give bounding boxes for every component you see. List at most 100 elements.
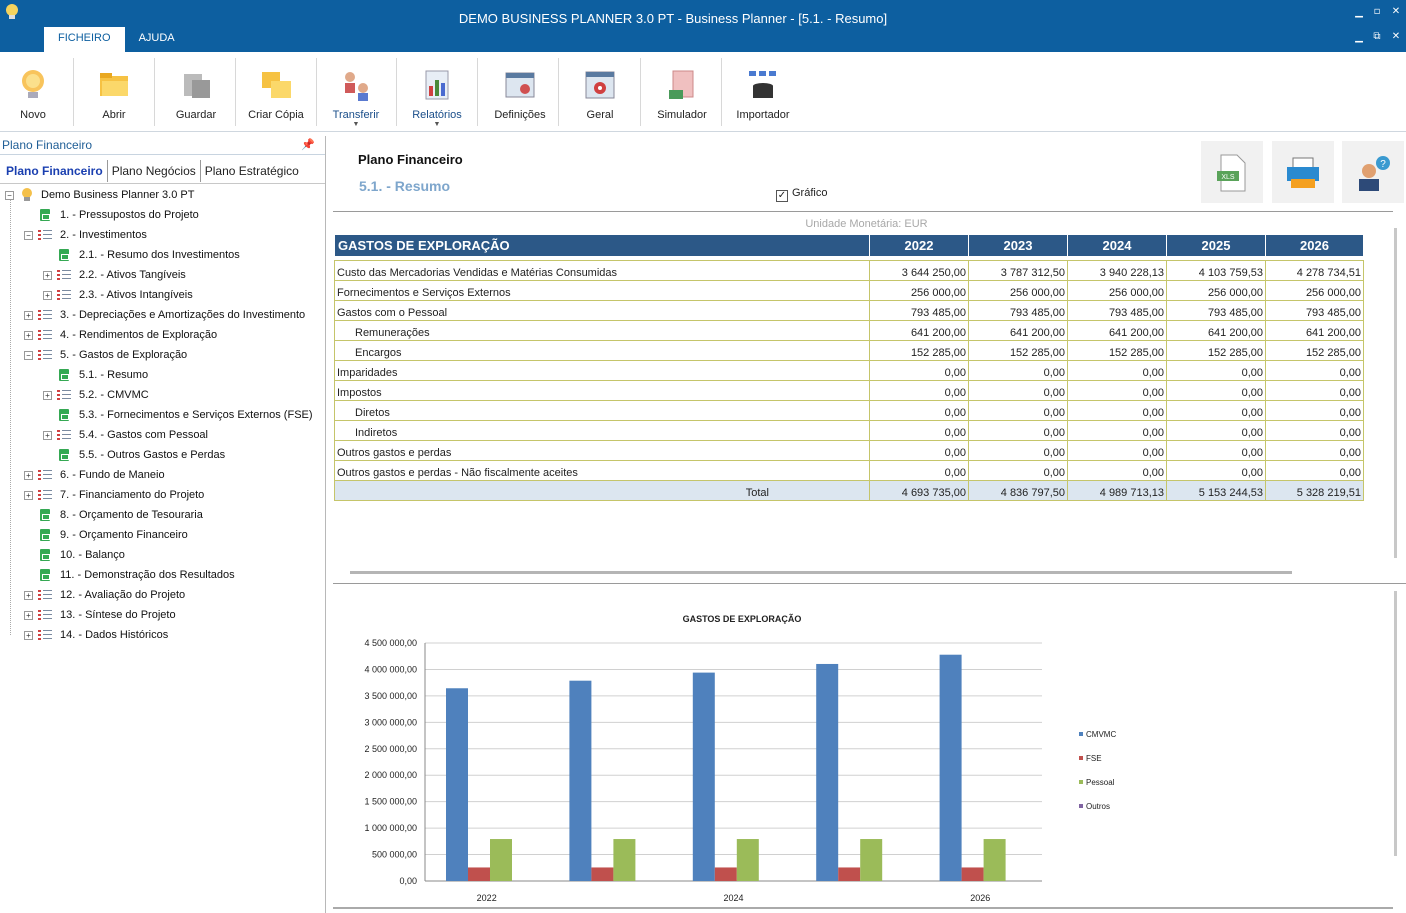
tree-item[interactable]: +4. - Rendimentos de Exploração — [0, 326, 325, 344]
value-cell[interactable]: 0,00 — [869, 440, 969, 461]
value-cell[interactable]: 152 285,00 — [1265, 340, 1364, 361]
novo-button[interactable]: Novo — [8, 56, 58, 130]
value-cell[interactable]: 793 485,00 — [968, 300, 1068, 321]
child-close-icon[interactable]: ✕ — [1391, 31, 1401, 42]
minimize-icon[interactable]: ▁ — [1355, 7, 1363, 18]
value-cell[interactable]: 152 285,00 — [1166, 340, 1266, 361]
value-cell[interactable]: 0,00 — [1166, 400, 1266, 421]
grafico-checkbox[interactable]: ✓ Gráfico — [776, 187, 828, 202]
relatorios-button[interactable]: Relatórios ▼ — [406, 56, 468, 130]
value-cell[interactable]: 256 000,00 — [869, 280, 969, 301]
value-cell[interactable]: 0,00 — [1166, 440, 1266, 461]
value-cell[interactable]: 0,00 — [1067, 420, 1167, 441]
value-cell[interactable]: 641 200,00 — [1166, 320, 1266, 341]
tree-item[interactable]: 11. - Demonstração dos Resultados — [0, 566, 325, 584]
value-cell[interactable]: 0,00 — [869, 400, 969, 421]
tree-item[interactable]: +12. - Avaliação do Projeto — [0, 586, 325, 604]
abrir-button[interactable]: Abrir — [88, 56, 140, 130]
pin-icon[interactable]: 📌 — [301, 139, 315, 151]
value-cell[interactable]: 0,00 — [1265, 400, 1364, 421]
value-cell[interactable]: 0,00 — [968, 360, 1068, 381]
close-icon[interactable]: ✕ — [1391, 6, 1401, 17]
table-vertical-scrollbar[interactable] — [1394, 228, 1397, 558]
expand-icon[interactable]: + — [43, 271, 52, 280]
value-cell[interactable]: 3 940 228,13 — [1067, 260, 1167, 281]
value-cell[interactable]: 793 485,00 — [1265, 300, 1364, 321]
value-cell[interactable]: 0,00 — [1265, 360, 1364, 381]
child-minimize-icon[interactable]: ▁ — [1355, 32, 1363, 43]
expand-icon[interactable]: + — [43, 431, 52, 440]
value-cell[interactable]: 0,00 — [1166, 380, 1266, 401]
table-horizontal-scrollbar[interactable] — [350, 571, 1292, 574]
tab-plano-financeiro[interactable]: Plano Financeiro — [2, 160, 108, 182]
tree-item[interactable]: +13. - Síntese do Projeto — [0, 606, 325, 624]
tree-item[interactable]: +5.4. - Gastos com Pessoal — [0, 426, 325, 444]
tree-item[interactable]: − 2. - Investimentos — [0, 226, 325, 244]
tree-item[interactable]: +3. - Depreciações e Amortizações do Inv… — [0, 306, 325, 324]
value-cell[interactable]: 0,00 — [968, 440, 1068, 461]
transferir-button[interactable]: Transferir ▼ — [326, 56, 386, 130]
value-cell[interactable]: 0,00 — [968, 400, 1068, 421]
value-cell[interactable]: 152 285,00 — [869, 340, 969, 361]
value-cell[interactable]: 256 000,00 — [1265, 280, 1364, 301]
value-cell[interactable]: 0,00 — [1067, 440, 1167, 461]
value-cell[interactable]: 0,00 — [1265, 380, 1364, 401]
value-cell[interactable]: 152 285,00 — [1067, 340, 1167, 361]
tree-item[interactable]: +6. - Fundo de Maneio — [0, 466, 325, 484]
tree-item[interactable]: 5.5. - Outros Gastos e Perdas — [0, 446, 325, 464]
definicoes-button[interactable]: Definições — [488, 56, 552, 130]
maximize-icon[interactable]: ▫ — [1373, 6, 1381, 17]
tree-item[interactable]: 8. - Orçamento de Tesouraria — [0, 506, 325, 524]
tab-ficheiro[interactable]: FICHEIRO — [44, 27, 125, 52]
tree-item[interactable]: +5.2. - CMVMC — [0, 386, 325, 404]
help-button[interactable]: ? — [1342, 141, 1404, 203]
collapse-icon[interactable]: − — [24, 231, 33, 240]
tree-item[interactable]: 10. - Balanço — [0, 546, 325, 564]
importador-button[interactable]: Importador — [730, 56, 796, 130]
expand-icon[interactable]: + — [24, 471, 33, 480]
value-cell[interactable]: 0,00 — [1067, 400, 1167, 421]
value-cell[interactable]: 0,00 — [1067, 360, 1167, 381]
expand-icon[interactable]: + — [43, 391, 52, 400]
expand-icon[interactable]: + — [24, 631, 33, 640]
tree-item[interactable]: 5.3. - Fornecimentos e Serviços Externos… — [0, 406, 325, 424]
value-cell[interactable]: 256 000,00 — [968, 280, 1068, 301]
value-cell[interactable]: 793 485,00 — [1166, 300, 1266, 321]
value-cell[interactable]: 0,00 — [1166, 420, 1266, 441]
value-cell[interactable]: 0,00 — [1265, 460, 1364, 481]
tree-item[interactable]: − Demo Business Planner 3.0 PT — [0, 186, 325, 204]
value-cell[interactable]: 0,00 — [869, 360, 969, 381]
value-cell[interactable]: 0,00 — [1166, 360, 1266, 381]
tree-item[interactable]: − 5. - Gastos de Exploração — [0, 346, 325, 364]
value-cell[interactable]: 0,00 — [1067, 460, 1167, 481]
tree-item[interactable]: 2.1. - Resumo dos Investimentos — [0, 246, 325, 264]
criar-copia-button[interactable]: Criar Cópia — [244, 56, 308, 130]
value-cell[interactable]: 0,00 — [1265, 420, 1364, 441]
expand-icon[interactable]: + — [43, 291, 52, 300]
value-cell[interactable]: 256 000,00 — [1166, 280, 1266, 301]
value-cell[interactable]: 3 644 250,00 — [869, 260, 969, 281]
print-button[interactable] — [1272, 141, 1334, 203]
value-cell[interactable]: 4 103 759,53 — [1166, 260, 1266, 281]
tab-plano-estrategico[interactable]: Plano Estratégico — [204, 164, 299, 178]
value-cell[interactable]: 152 285,00 — [968, 340, 1068, 361]
export-xls-button[interactable]: XLS — [1201, 141, 1263, 203]
collapse-icon[interactable]: − — [5, 191, 14, 200]
value-cell[interactable]: 0,00 — [869, 380, 969, 401]
value-cell[interactable]: 793 485,00 — [869, 300, 969, 321]
expand-icon[interactable]: + — [24, 611, 33, 620]
value-cell[interactable]: 0,00 — [1067, 380, 1167, 401]
value-cell[interactable]: 4 278 734,51 — [1265, 260, 1364, 281]
guardar-button[interactable]: Guardar — [170, 56, 222, 130]
geral-button[interactable]: Geral — [572, 56, 628, 130]
expand-icon[interactable]: + — [24, 311, 33, 320]
child-restore-icon[interactable]: ⧉ — [1373, 31, 1381, 42]
expand-icon[interactable]: + — [24, 491, 33, 500]
tree-item[interactable]: +14. - Dados Históricos — [0, 626, 325, 644]
value-cell[interactable]: 793 485,00 — [1067, 300, 1167, 321]
tree-item[interactable]: +7. - Financiamento do Projeto — [0, 486, 325, 504]
expand-icon[interactable]: + — [24, 591, 33, 600]
value-cell[interactable]: 3 787 312,50 — [968, 260, 1068, 281]
simulador-button[interactable]: Simulador — [650, 56, 714, 130]
tree-item[interactable]: 5.1. - Resumo — [0, 366, 325, 384]
